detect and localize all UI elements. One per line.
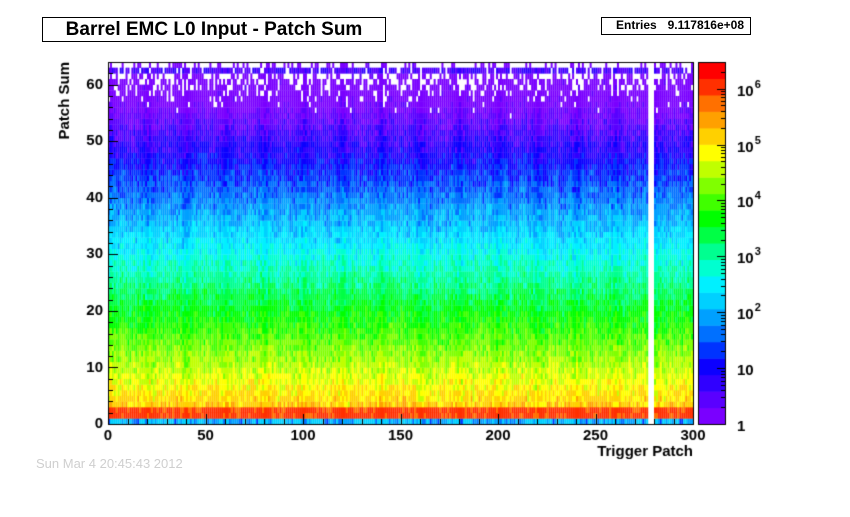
entries-label: Entries bbox=[616, 18, 657, 32]
timestamp-footer: Sun Mar 4 20:45:43 2012 bbox=[36, 456, 183, 471]
entries-value: 9.117816e+08 bbox=[667, 18, 744, 32]
stats-box: Entries 9.117816e+08 bbox=[601, 17, 751, 35]
chart-title: Barrel EMC L0 Input - Patch Sum bbox=[42, 17, 386, 42]
